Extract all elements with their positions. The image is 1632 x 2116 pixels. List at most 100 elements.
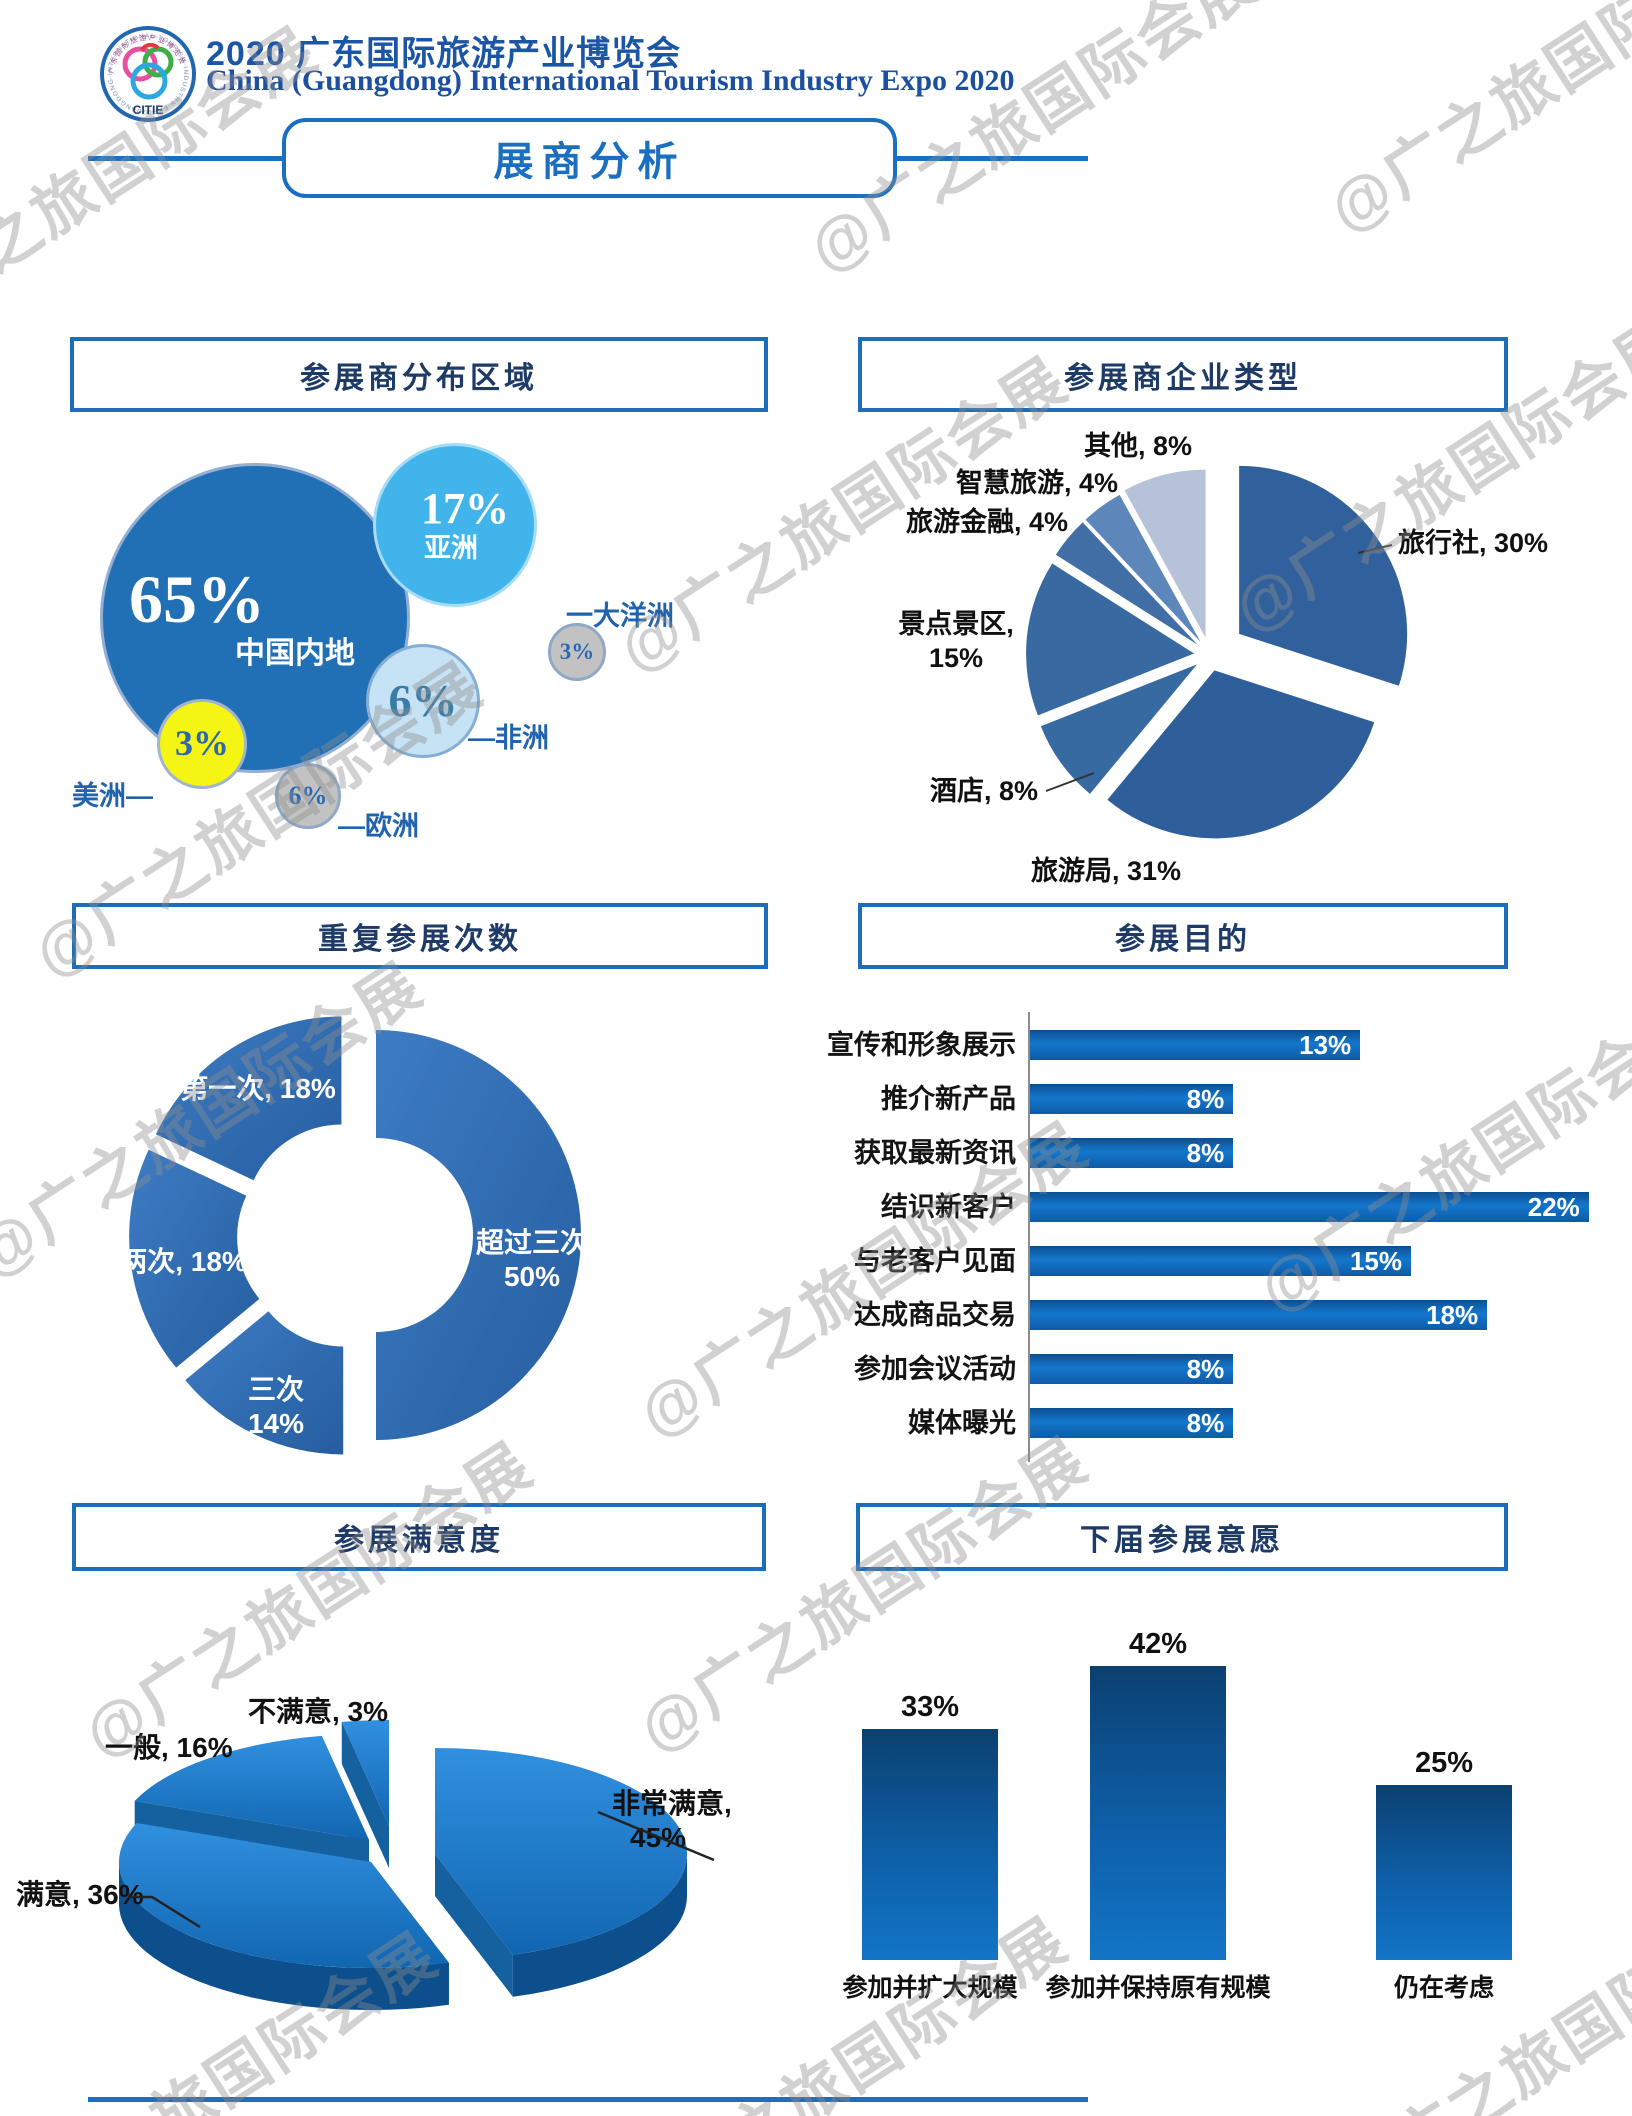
region-bubble-2: 3% — [548, 623, 606, 681]
donut-label: 50% — [504, 1261, 560, 1292]
panel-title-repeat-count-text: 重复参展次数 — [318, 923, 522, 956]
pie3d-wall — [435, 1854, 513, 1997]
panel-title-purpose-text: 参展目的 — [1115, 923, 1251, 956]
region-bubble-3: 6% — [366, 644, 480, 758]
panel-title-region: 参展商分布区域 — [70, 337, 768, 412]
purpose-category: 推介新产品 — [881, 1084, 1016, 1114]
donut-label: 超过三次 — [476, 1227, 588, 1258]
donut-label: 三次 — [248, 1374, 304, 1405]
purpose-bar: 8% — [1030, 1407, 1234, 1438]
leader-line — [128, 1895, 201, 1929]
logo-citie-text: CITIE — [133, 103, 164, 117]
pie3d-wall — [134, 1800, 369, 1882]
purpose-bar: 8% — [1030, 1083, 1234, 1114]
bubble-callout-欧洲: —欧洲 — [338, 811, 419, 841]
panel-title-next-intention: 下届参展意愿 — [856, 1503, 1508, 1571]
pie-label: 景点景区, — [898, 609, 1014, 639]
purpose-bar: 8% — [1030, 1138, 1234, 1168]
pie3d-rim — [512, 1854, 687, 1997]
pie-slice-酒店 — [1040, 664, 1198, 794]
purpose-axis-line — [1028, 1012, 1030, 1462]
region-bubble-4: 3% — [157, 699, 247, 789]
pie-label: 旅游局, 31% — [1031, 855, 1181, 886]
pie-label: 15% — [929, 643, 983, 673]
pie-slice-其他 — [1124, 469, 1206, 638]
pie3d-slice-一般 — [134, 1735, 369, 1840]
purpose-category: 参加会议活动 — [854, 1354, 1016, 1384]
purpose-value: 13% — [1299, 1029, 1352, 1060]
bubble-label: 亚洲 — [424, 532, 478, 563]
banner-line-right — [897, 156, 1088, 161]
panel-title-company-type-text: 参展商企业类型 — [1064, 361, 1302, 395]
pie-slice-旅行社 — [1239, 465, 1408, 686]
purpose-category: 与老客户见面 — [854, 1246, 1016, 1276]
pie3d-label: 不满意, 3% — [248, 1695, 388, 1727]
pie-label: 酒店, 8% — [930, 776, 1038, 806]
watermark: @广之旅国际会展 — [72, 1430, 545, 1771]
next-bar-category: 参加并扩大规模 — [842, 1974, 1018, 2002]
watermark: @广之旅国际会展 — [0, 1920, 450, 2116]
purpose-bar: 8% — [1030, 1353, 1234, 1384]
donut-label: 第一次, 18% — [180, 1072, 336, 1104]
purpose-bar: 13% — [1030, 1029, 1361, 1060]
region-bubble-5: 6% — [275, 763, 341, 829]
purpose-value: 8% — [1186, 1083, 1225, 1114]
purpose-category: 达成商品交易 — [854, 1300, 1016, 1330]
leader-line — [1357, 544, 1393, 554]
bubble-value: 17% — [421, 483, 509, 533]
leader-line — [597, 1810, 715, 1862]
panel-title-purpose: 参展目的 — [858, 903, 1508, 969]
footer-divider-line — [88, 2097, 1088, 2102]
watermark: @广之旅国际会展 — [0, 950, 435, 1291]
panel-title-satisfaction-text: 参展满意度 — [334, 1524, 504, 1557]
pie-label: 旅行社, 30% — [1398, 527, 1548, 558]
pie3d-slice-非常满意 — [435, 1748, 688, 1955]
purpose-value: 8% — [1186, 1353, 1225, 1384]
bubble-label: 中国内地 — [235, 636, 355, 670]
purpose-bar: 22% — [1030, 1192, 1589, 1222]
panel-title-company-type: 参展商企业类型 — [858, 337, 1508, 412]
donut-segment-三次 — [185, 1311, 344, 1455]
panel-title-repeat-count: 重复参展次数 — [72, 903, 768, 969]
purpose-bar: 18% — [1030, 1299, 1488, 1330]
panel-title-satisfaction: 参展满意度 — [72, 1503, 766, 1571]
donut-segment-第一次 — [155, 1016, 342, 1181]
pie-label: 其他, 8% — [1084, 431, 1192, 461]
pie-slice-旅游金融 — [1055, 522, 1198, 645]
region-bubble-0: 65% 中国内地 — [100, 463, 410, 773]
pie-slice-智慧旅游 — [1085, 494, 1201, 643]
panel-title-next-intention-text: 下届参展意愿 — [1080, 1524, 1284, 1557]
purpose-bar-chart: 宣传和形象展示 13% 推介新产品 8% 获取最新资讯 8% 结识新客户 22% 与老客户见面 1… — [650, 1012, 1589, 1482]
donut-label: 14% — [248, 1408, 304, 1439]
purpose-bar: 15% — [1030, 1246, 1411, 1276]
next-bar-category: 仍在考虑 — [1393, 1974, 1494, 2002]
pie3d-slice-不满意 — [341, 1720, 389, 1826]
bubble-value: 65% — [129, 561, 265, 638]
purpose-value: 18% — [1426, 1299, 1479, 1330]
pie3d-label: 满意, 36% — [16, 1878, 144, 1910]
donut-segment-超过三次 — [376, 1030, 581, 1440]
pie3d-wall — [136, 1822, 371, 1904]
pie3d-label: 非常满意, — [612, 1787, 732, 1819]
bubble-callout-大洋洲: 一大洋洲 — [566, 601, 674, 631]
next-bar-value: 42% — [1128, 1628, 1188, 1660]
next-bar-参加并扩大规模 — [862, 1729, 998, 1960]
pie-slice-景点景区 — [1026, 563, 1195, 716]
bubble-callout-非洲: —非洲 — [468, 723, 549, 753]
leader-line — [1045, 772, 1095, 792]
purpose-value: 8% — [1186, 1407, 1225, 1438]
donut-segment-两次 — [129, 1149, 260, 1368]
bubble-callout-美洲: 美洲— — [72, 781, 153, 811]
pie3d-label: 一般, 16% — [105, 1731, 233, 1763]
pie3d-wall — [321, 1735, 369, 1882]
next-bar-value: 33% — [900, 1691, 960, 1723]
pie3d-label: 45% — [630, 1822, 686, 1853]
bubble-value: 3% — [559, 638, 595, 664]
bubble-value: 6% — [288, 781, 328, 811]
page-title: 展商分析 — [493, 140, 686, 184]
banner-line-left — [88, 156, 282, 161]
watermark: @广之旅国际会展 — [1317, 0, 1632, 246]
purpose-category: 获取最新资讯 — [854, 1138, 1016, 1168]
pie-label: 旅游金融, 4% — [906, 506, 1068, 537]
